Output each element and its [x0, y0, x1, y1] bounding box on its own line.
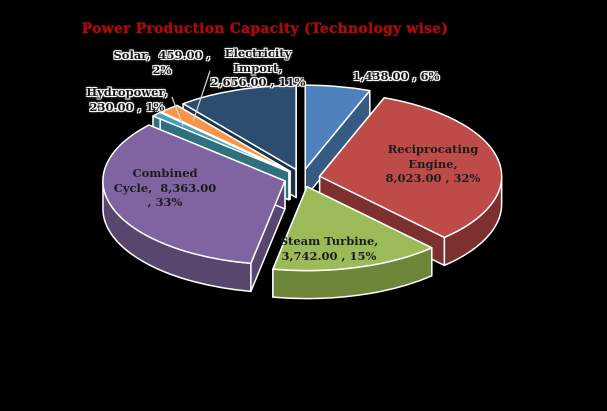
label-leader-line — [192, 70, 211, 122]
slice-label-reciprocating-engine: Reciprocating Engine, 8,023.00 , 32% — [385, 142, 481, 185]
slice-label-combined-cycle: Combined Cycle, 8,363.00 , 33% — [113, 166, 217, 209]
slice-label-steam-turbine: Steam Turbine, 3,742.00 , 15% — [279, 234, 379, 263]
pie-slice-face — [102, 124, 286, 265]
pie-slice-face — [318, 96, 503, 239]
pie-slice-face — [152, 111, 290, 173]
slice-label-solar: Solar, 459.00 , 2% — [113, 48, 211, 77]
chart-title: Power Production Capacity (Technology wi… — [81, 21, 449, 37]
label-leader-line — [171, 96, 184, 126]
pie-slice-face — [304, 84, 371, 170]
slice-label-hydropower: Hydropower, 230.00 , 1% — [86, 85, 168, 114]
slice-label-slice-0: 1,438.00 , 6% — [352, 69, 440, 83]
pie-slice-face — [160, 104, 291, 173]
pie-slice-face — [272, 185, 433, 272]
slice-label-electricity-import: Electricity Import, 2,656.00 , 11% — [210, 46, 306, 89]
pie-slice-face — [182, 84, 297, 171]
